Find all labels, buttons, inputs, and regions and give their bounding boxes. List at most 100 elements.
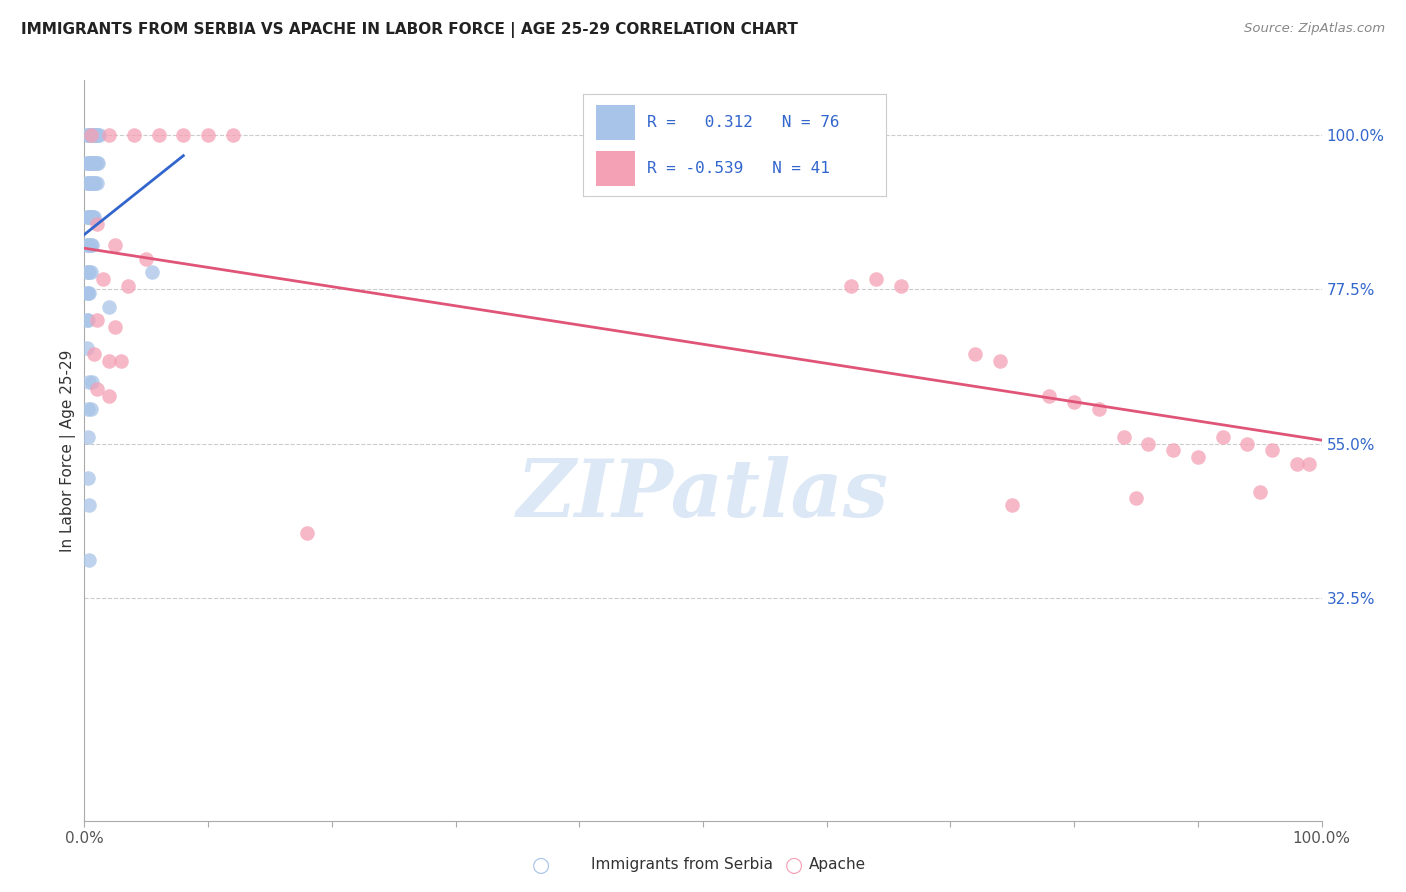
Point: [79, 155, 101, 169]
Point: [98, 300, 121, 314]
Point: [77, 237, 100, 252]
Text: IMMIGRANTS FROM SERBIA VS APACHE IN LABOR FORCE | AGE 25-29 CORRELATION CHART: IMMIGRANTS FROM SERBIA VS APACHE IN LABO…: [21, 22, 799, 38]
Point: [1088, 402, 1111, 417]
Point: [1298, 457, 1320, 471]
Point: [77, 211, 100, 225]
Point: [80, 237, 103, 252]
Point: [79, 211, 101, 225]
Point: [98, 354, 121, 368]
Point: [890, 279, 912, 293]
Point: [80, 375, 103, 389]
Point: [77, 285, 100, 300]
Text: Source: ZipAtlas.com: Source: ZipAtlas.com: [1244, 22, 1385, 36]
Point: [988, 354, 1011, 368]
Point: [1137, 436, 1160, 450]
Point: [1249, 484, 1271, 499]
Point: [76, 176, 98, 190]
Y-axis label: In Labor Force | Age 25-29: In Labor Force | Age 25-29: [60, 350, 76, 551]
Point: [222, 128, 245, 142]
Point: [1187, 450, 1209, 465]
Point: [76, 341, 98, 355]
Bar: [596, 151, 636, 186]
Point: [122, 128, 145, 142]
Point: [76, 237, 98, 252]
Point: [110, 354, 132, 368]
Point: [84, 128, 107, 142]
Point: [1063, 395, 1085, 409]
Point: [91, 272, 114, 286]
Point: [1285, 457, 1308, 471]
Point: [82, 128, 104, 142]
Point: [86, 313, 108, 327]
Point: [86, 128, 108, 142]
Point: [83, 347, 105, 361]
Point: [77, 402, 100, 417]
Point: [1112, 430, 1135, 444]
Point: [77, 430, 100, 444]
Point: [86, 155, 108, 169]
Point: [117, 279, 139, 293]
Point: [83, 155, 105, 169]
Point: [79, 498, 101, 512]
Point: [135, 252, 157, 266]
Point: [79, 211, 101, 225]
Point: [79, 176, 101, 190]
Point: [1212, 430, 1234, 444]
Point: [79, 176, 101, 190]
Point: [77, 471, 100, 485]
Point: [76, 128, 98, 142]
Point: [86, 382, 108, 396]
Point: [148, 128, 170, 142]
Point: [172, 128, 194, 142]
Point: [104, 237, 127, 252]
Point: [76, 211, 98, 225]
Point: [77, 265, 100, 279]
Point: [76, 265, 98, 279]
Point: [79, 375, 101, 389]
Bar: [596, 105, 636, 140]
Point: [865, 272, 887, 286]
Point: [98, 128, 121, 142]
Point: [84, 155, 107, 169]
Point: [79, 237, 101, 252]
Point: [76, 313, 98, 327]
Point: [1161, 443, 1184, 458]
Point: [98, 389, 121, 403]
Point: [86, 217, 108, 231]
Point: [83, 211, 105, 225]
Point: [1038, 389, 1060, 403]
Point: [79, 402, 101, 417]
Point: [83, 176, 105, 190]
Point: [79, 128, 101, 142]
Text: R =   0.312   N = 76: R = 0.312 N = 76: [647, 115, 839, 130]
Point: [82, 155, 104, 169]
Point: [77, 176, 100, 190]
Point: [79, 285, 101, 300]
Text: Immigrants from Serbia: Immigrants from Serbia: [591, 857, 772, 872]
Point: [77, 155, 100, 169]
Point: [104, 320, 127, 334]
Point: [1125, 491, 1147, 506]
Point: [84, 176, 107, 190]
Point: [89, 128, 111, 142]
Point: [79, 155, 101, 169]
Point: [82, 211, 104, 225]
Point: [197, 128, 219, 142]
Point: [87, 155, 110, 169]
Point: [79, 237, 101, 252]
Point: [80, 128, 103, 142]
Text: R = -0.539   N = 41: R = -0.539 N = 41: [647, 161, 830, 176]
Point: [1261, 443, 1284, 458]
Point: [87, 128, 110, 142]
Text: Apache: Apache: [808, 857, 866, 872]
Text: ○: ○: [786, 855, 803, 875]
Point: [76, 155, 98, 169]
Text: ○: ○: [533, 855, 550, 875]
Point: [79, 553, 101, 567]
Point: [79, 128, 101, 142]
Point: [141, 265, 163, 279]
Point: [79, 265, 101, 279]
Text: ZIPatlas: ZIPatlas: [517, 456, 889, 533]
Point: [80, 155, 103, 169]
Point: [1001, 498, 1024, 512]
